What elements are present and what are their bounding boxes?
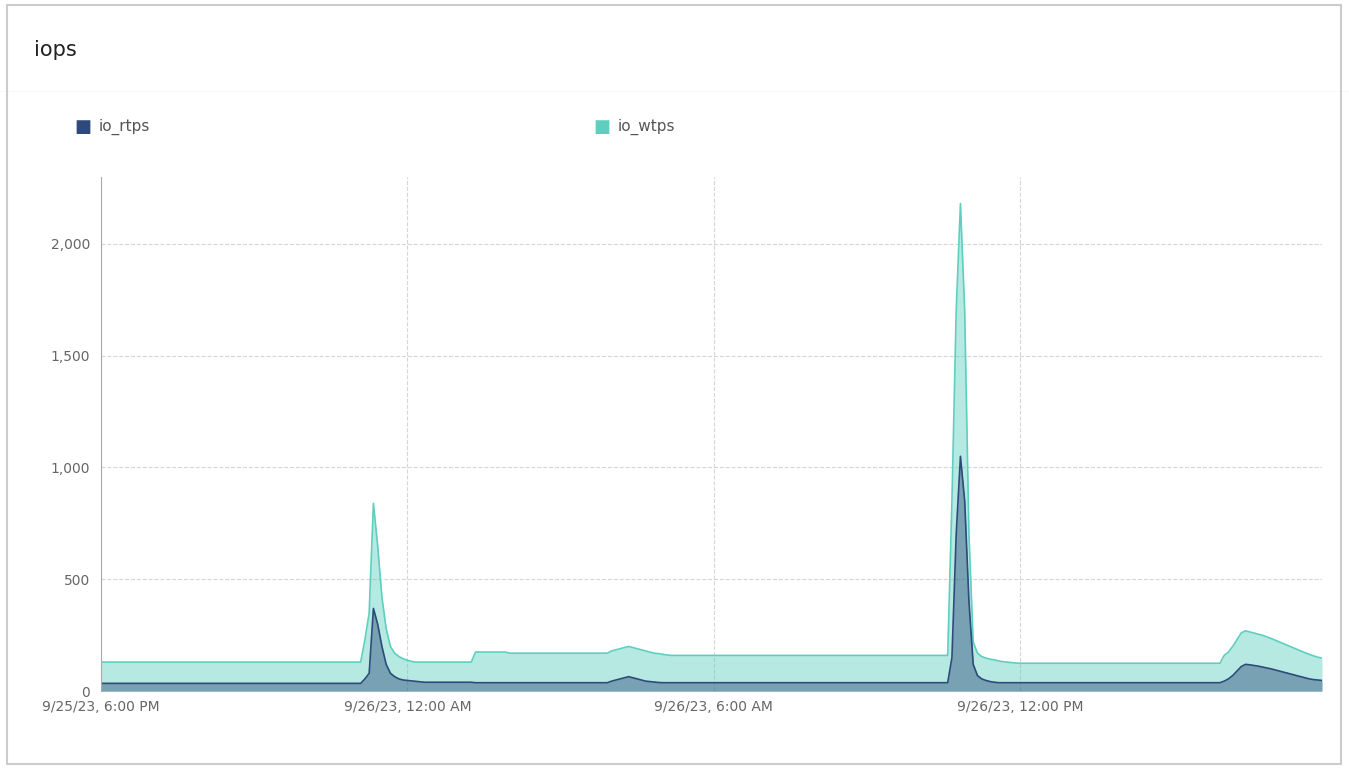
Text: ■: ■ [594,118,611,136]
Text: io_wtps: io_wtps [618,118,676,135]
Text: io_rtps: io_rtps [98,118,150,135]
Text: iops: iops [34,40,77,60]
Text: ■: ■ [74,118,92,136]
